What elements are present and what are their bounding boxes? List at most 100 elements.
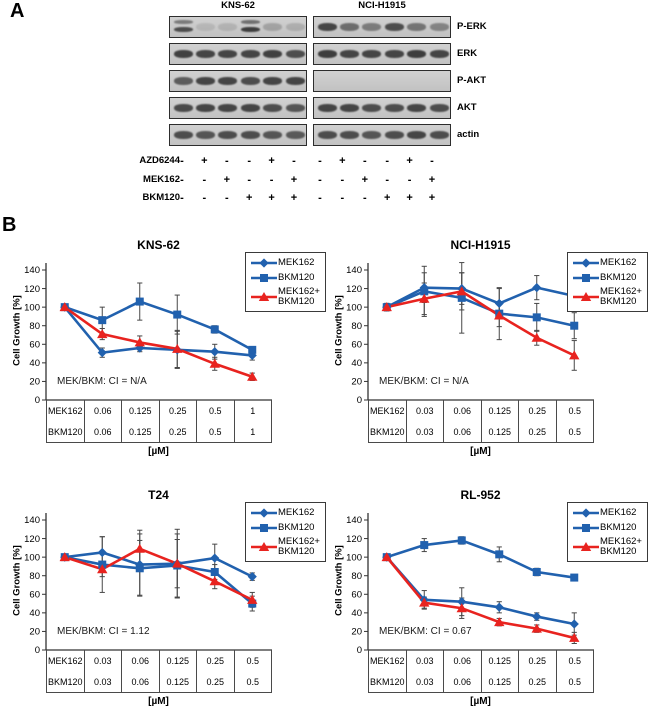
dose-cell: 0.5 xyxy=(233,671,272,693)
dose-cell: 0.125 xyxy=(158,671,197,693)
y-tick-label: 60 xyxy=(29,339,40,350)
dose-cell: 0.06 xyxy=(83,421,122,443)
data-point xyxy=(582,524,590,532)
legend-entry: MEK162+ BKM120 xyxy=(251,287,320,307)
ci-annotation: MEK/BKM: CI = N/A xyxy=(57,376,147,387)
protein-band xyxy=(218,23,238,31)
panel-b-growth-curves: B KNS-62 Cell Growth [%] 0 20 40 60 80 100 120 14… xyxy=(0,212,650,725)
protein-band xyxy=(195,77,215,85)
protein-band xyxy=(173,27,193,32)
panel-b-label: B xyxy=(2,214,17,236)
data-point xyxy=(248,345,257,354)
blot-row-label: P-AKT xyxy=(457,75,487,86)
protein-band xyxy=(362,50,382,58)
treatment-sign: - xyxy=(247,155,252,167)
chart-nci-h1915: NCI-H1915 Cell Growth [%] 0 20 40 60 80 100 120 1… xyxy=(330,238,650,470)
protein-band xyxy=(218,50,238,58)
dose-cell: 0.25 xyxy=(518,400,556,421)
protein-band xyxy=(285,104,305,112)
legend-entry: MEK162 xyxy=(573,507,642,519)
legend: MEK162 BKM120 MEK162+ BKM120 xyxy=(567,502,648,562)
data-point xyxy=(259,258,269,268)
dose-table-row: BKM120 0.03 0.06 0.125 0.25 0.5 xyxy=(368,671,594,693)
data-point xyxy=(210,553,220,563)
data-point xyxy=(134,543,145,553)
protein-band xyxy=(195,104,215,112)
treatment-sign: - xyxy=(385,173,390,186)
data-point xyxy=(569,632,580,642)
protein-band xyxy=(362,104,382,112)
treatment-sign: - xyxy=(318,173,322,186)
protein-band xyxy=(339,23,359,31)
blot-row-label: P-ERK xyxy=(457,21,487,32)
legend-entry: BKM120 xyxy=(573,522,642,534)
blot-erk xyxy=(169,43,307,65)
dose-cell: 0.125 xyxy=(480,671,519,693)
dose-row-label: BKM120 xyxy=(368,671,406,693)
treatment-drug-label: BKM120 xyxy=(142,192,181,203)
data-point xyxy=(260,524,268,532)
data-point xyxy=(531,623,542,633)
protein-band xyxy=(240,27,260,32)
data-point xyxy=(532,313,541,322)
legend-entry: MEK162 xyxy=(251,257,320,269)
chart-title: NCI-H1915 xyxy=(450,238,511,252)
dose-cell: 1 xyxy=(233,421,272,443)
treatment-sign: + xyxy=(339,155,346,167)
data-point xyxy=(580,541,592,551)
dose-row-label: BKM120 xyxy=(368,421,406,443)
blot-row-label: ERK xyxy=(457,48,478,59)
treatment-sign: - xyxy=(202,192,207,204)
protein-band xyxy=(240,131,260,139)
data-point xyxy=(532,568,541,576)
dose-cell: 0.06 xyxy=(121,671,159,693)
dose-row-label: BKM120 xyxy=(46,421,84,443)
data-point xyxy=(247,594,258,604)
protein-band xyxy=(173,104,193,112)
legend-entry-label: BKM120 xyxy=(278,522,315,534)
y-tick-label: 80 xyxy=(351,571,362,582)
legend-key-square-icon xyxy=(251,524,277,532)
y-tick-label: 20 xyxy=(351,627,362,638)
legend-key-diamond-icon xyxy=(251,508,277,518)
treatment-sign: - xyxy=(224,155,229,167)
dose-cell: 0.125 xyxy=(158,650,197,671)
dose-row-label: BKM120 xyxy=(46,671,84,693)
legend-entry: MEK162 xyxy=(573,257,642,269)
dose-cell: 0.125 xyxy=(121,421,159,443)
treatment-sign: - xyxy=(318,192,322,204)
data-point xyxy=(134,337,145,347)
treatment-sign: - xyxy=(224,192,229,204)
series-line xyxy=(63,306,253,357)
blot-group-title: NCI-H1915 xyxy=(358,0,406,11)
legend: MEK162 BKM120 MEK162+ BKM120 xyxy=(245,502,326,562)
data-point xyxy=(581,258,591,268)
protein-band xyxy=(317,131,337,139)
treatment-sign: + xyxy=(406,155,413,167)
dose-cell: 0.125 xyxy=(480,421,519,443)
chart-t24: T24 Cell Growth [%] 0 20 40 60 80 100 120 140 MEK/… xyxy=(8,488,328,720)
y-tick-label: 100 xyxy=(24,302,40,313)
dose-table-row: BKM120 0.03 0.06 0.125 0.25 0.5 xyxy=(46,671,272,693)
data-point xyxy=(457,293,466,302)
y-tick-label: 40 xyxy=(351,358,362,369)
protein-band xyxy=(240,50,260,58)
dose-cell: 0.25 xyxy=(518,650,556,671)
blot-p-akt xyxy=(169,70,307,92)
dose-cell: 0.5 xyxy=(233,650,272,671)
protein-band xyxy=(218,104,238,112)
protein-band xyxy=(285,77,305,85)
protein-band xyxy=(173,20,193,24)
protein-band xyxy=(263,77,283,85)
y-tick-label: 100 xyxy=(24,552,40,563)
protein-band xyxy=(173,131,193,139)
dose-cell: 0.125 xyxy=(480,650,519,671)
x-axis-label: [µM] xyxy=(470,696,491,707)
data-point xyxy=(581,508,591,518)
series-line xyxy=(386,286,575,309)
blot-actin xyxy=(169,124,307,146)
data-point xyxy=(420,541,429,550)
treatment-sign: - xyxy=(180,192,184,204)
treatment-sign: + xyxy=(428,173,436,186)
data-point xyxy=(456,286,467,296)
